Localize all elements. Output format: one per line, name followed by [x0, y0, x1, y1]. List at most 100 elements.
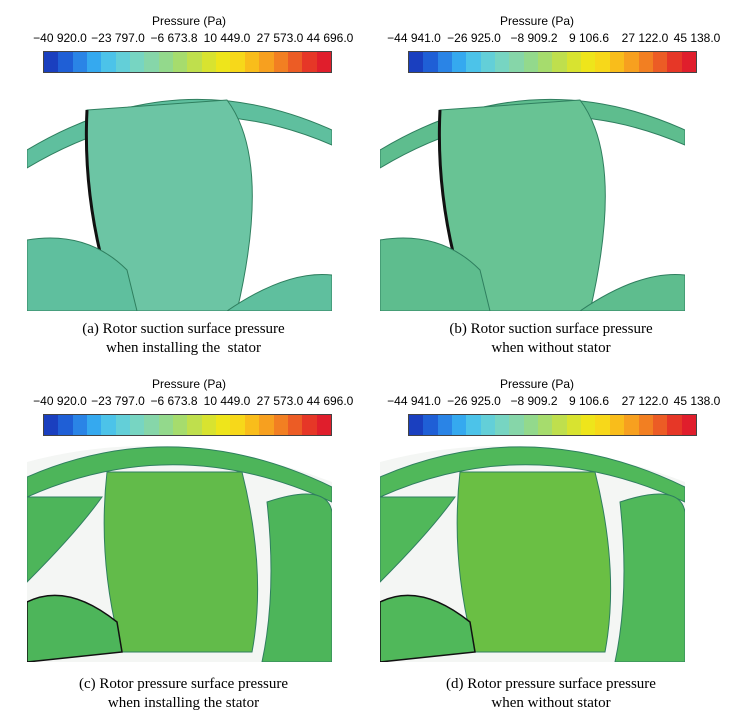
hub-blade: [27, 594, 123, 662]
caption-line-1: (c) Rotor pressure surface pressure: [78, 676, 289, 692]
caption: (b) Rotor suction surface pressure when …: [367, 320, 735, 358]
colorbar: [408, 414, 697, 436]
colorbar-segment: [130, 52, 145, 72]
colorbar-tick: −8 909.2: [510, 394, 558, 408]
colorbar-segment: [44, 52, 59, 72]
colorbar-segment: [581, 52, 596, 72]
colorbar-segment: [216, 415, 231, 435]
colorbar-segment: [638, 52, 653, 72]
colorbar-tick: −26 925.0: [447, 31, 501, 45]
colorbar-tick: −6 673.8: [150, 394, 198, 408]
caption-line-2: when installing the stator: [106, 340, 261, 356]
colorbar-segment: [173, 415, 188, 435]
colorbar-segment: [58, 52, 73, 72]
colorbar-segment: [316, 415, 331, 435]
colorbar-segment: [523, 52, 539, 72]
colorbar-segment: [72, 52, 88, 72]
adjacent-blade: [226, 273, 332, 311]
pressure-contour-render: [380, 446, 685, 662]
colorbar-tick: 27 122.0: [621, 394, 669, 408]
colorbar-segment: [624, 52, 639, 72]
colorbar-tick: 44 696.0: [306, 394, 354, 408]
colorbar-tick: 9 106.6: [568, 31, 610, 45]
colorbar-segment: [87, 52, 102, 72]
panel-a: Pressure (Pa) −40 920.0 −23 797.0 −6 673…: [0, 0, 367, 362]
colorbar-segment: [244, 415, 260, 435]
panel-c: Pressure (Pa) −40 920.0 −23 797.0 −6 673…: [0, 362, 367, 724]
colorbar-tick: −44 941.0: [387, 394, 441, 408]
caption-line-1: (d) Rotor pressure surface pressure: [446, 676, 656, 692]
colorbar-segment: [409, 52, 424, 72]
caption-line-2: when installing the stator: [107, 695, 260, 711]
panel-d: Pressure (Pa) −44 941.0 −26 925.0 −8 909…: [367, 362, 735, 724]
colorbar-segment: [595, 52, 610, 72]
colorbar-segment: [302, 52, 317, 72]
colorbar-segment: [273, 52, 288, 72]
caption: (c) Rotor pressure surface pressure when…: [0, 675, 367, 713]
shroud-ring: [27, 446, 332, 503]
colorbar-segment: [681, 415, 696, 435]
colorbar-tick: 27 573.0: [256, 394, 304, 408]
colorbar-segment: [495, 52, 510, 72]
colorbar-segment: [452, 52, 467, 72]
colorbar-segment: [667, 415, 682, 435]
colorbar-title: Pressure (Pa): [152, 377, 227, 391]
rotor-blade: [456, 471, 612, 653]
colorbar-segment: [101, 415, 116, 435]
rotor-blade: [103, 471, 259, 653]
colorbar-tick: −23 797.0: [91, 31, 145, 45]
caption-line-1: (b) Rotor suction surface pressure: [449, 321, 653, 337]
colorbar-tick: 9 106.6: [568, 394, 610, 408]
colorbar-tick: −26 925.0: [447, 394, 501, 408]
colorbar-segment: [581, 415, 596, 435]
colorbar-segment: [624, 415, 639, 435]
colorbar-segment: [423, 52, 438, 72]
colorbar-segment: [609, 415, 625, 435]
colorbar: [43, 414, 332, 436]
colorbar-segment: [523, 415, 539, 435]
colorbar-segment: [452, 415, 467, 435]
caption-line-2: when without stator: [491, 340, 611, 356]
colorbar: [43, 51, 332, 73]
side-blade: [380, 496, 456, 583]
caption-line-2: when without stator: [491, 695, 611, 711]
shroud-ring: [380, 446, 685, 503]
colorbar-segment: [130, 415, 145, 435]
colorbar-tick: −23 797.0: [91, 394, 145, 408]
colorbar-segment: [287, 52, 303, 72]
pressure-contour-render: [27, 98, 332, 311]
adjacent-blade: [579, 273, 685, 311]
colorbar-segment: [115, 415, 131, 435]
colorbar-tick: 45 138.0: [673, 394, 721, 408]
adjacent-blade: [614, 493, 685, 662]
colorbar-segment: [466, 415, 481, 435]
colorbar-segment: [652, 52, 668, 72]
colorbar-segment: [158, 415, 174, 435]
colorbar-segment: [652, 415, 668, 435]
colorbar-segment: [316, 52, 331, 72]
colorbar-segment: [609, 52, 625, 72]
colorbar-segment: [437, 415, 453, 435]
colorbar-segment: [495, 415, 510, 435]
caption: (a) Rotor suction surface pressure when …: [0, 320, 367, 358]
colorbar-tick: −40 920.0: [33, 394, 87, 408]
colorbar-segment: [115, 52, 131, 72]
panel-b: Pressure (Pa) −44 941.0 −26 925.0 −8 909…: [367, 0, 735, 362]
colorbar-tick: −44 941.0: [387, 31, 441, 45]
colorbar: [408, 51, 697, 73]
colorbar-segment: [509, 415, 524, 435]
colorbar-segment: [273, 415, 288, 435]
colorbar-segment: [216, 52, 231, 72]
colorbar-tick: 27 573.0: [256, 31, 304, 45]
colorbar-tick: −40 920.0: [33, 31, 87, 45]
colorbar-segment: [187, 415, 202, 435]
caption-line-1: (a) Rotor suction surface pressure: [82, 321, 285, 337]
colorbar-segment: [230, 52, 245, 72]
colorbar-segment: [72, 415, 88, 435]
colorbar-segment: [87, 415, 102, 435]
colorbar-segment: [101, 52, 116, 72]
colorbar-segment: [287, 415, 303, 435]
colorbar-segment: [259, 52, 274, 72]
pressure-contour-render: [380, 98, 685, 311]
hub-blade: [27, 237, 138, 311]
